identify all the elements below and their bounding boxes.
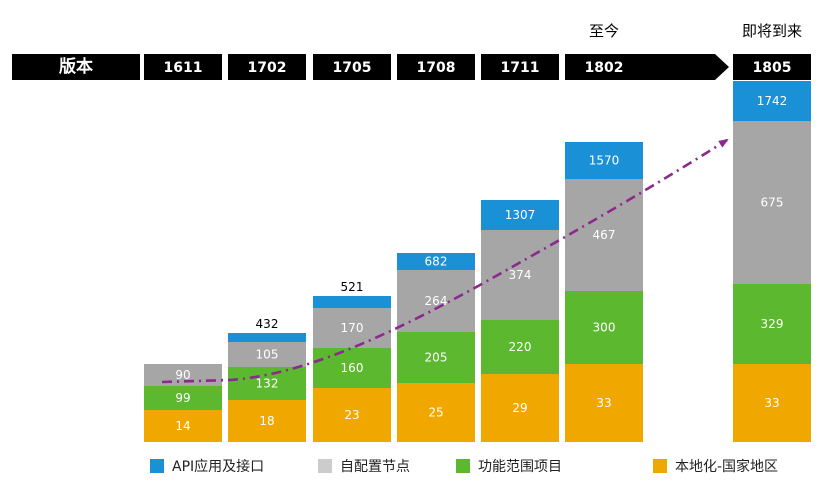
data-label-1805-green: 329 bbox=[761, 317, 784, 331]
bar-1702-green bbox=[228, 367, 306, 400]
version-label-1805: 1805 bbox=[753, 60, 792, 76]
legend-swatch-0 bbox=[150, 459, 164, 473]
data-label-1805-gray: 675 bbox=[761, 196, 784, 210]
legend-label-3: 本地化-国家地区 bbox=[675, 458, 778, 475]
data-label-1711-gray: 374 bbox=[509, 268, 532, 282]
header-arrow bbox=[643, 54, 729, 80]
data-label-1711-blue: 1307 bbox=[505, 208, 536, 222]
data-label-1702-green: 132 bbox=[256, 377, 279, 391]
bar-1702-orange bbox=[228, 400, 306, 442]
trend-line-group bbox=[161, 138, 729, 384]
bars: 14 99 90 18 132 105 432 23 160 170 521 25 205 264 682 2… bbox=[144, 81, 811, 442]
legend-swatch-2 bbox=[456, 459, 470, 473]
version-label-1802: 1802 bbox=[585, 60, 624, 76]
legend-label-2: 功能范围项目 bbox=[478, 458, 562, 475]
bar-1805-blue bbox=[733, 81, 811, 121]
bar-1705-orange bbox=[313, 388, 391, 442]
data-label-1708-blue: 682 bbox=[425, 255, 448, 269]
legend: API应用及接口 自配置节点 功能范围项目 本地化-国家地区 bbox=[150, 458, 778, 475]
legend-label-0: API应用及接口 bbox=[172, 458, 264, 475]
bar-1702-gray bbox=[228, 342, 306, 367]
version-label-1611: 1611 bbox=[164, 60, 203, 76]
version-box-1711 bbox=[481, 54, 559, 80]
bar-1711-gray bbox=[481, 230, 559, 320]
data-label-1708-green: 205 bbox=[425, 351, 448, 365]
version-box-1708 bbox=[397, 54, 475, 80]
bar-1705-gray bbox=[313, 308, 391, 348]
data-label-1711-green: 220 bbox=[509, 340, 532, 354]
bar-1611-orange bbox=[144, 410, 222, 442]
bar-1711-orange bbox=[481, 374, 559, 442]
version-box-1705 bbox=[313, 54, 391, 80]
bar-1702-blue bbox=[228, 333, 306, 342]
bar-1802-blue bbox=[565, 142, 643, 179]
bar-1711-blue bbox=[481, 200, 559, 230]
bar-1802-green bbox=[565, 291, 643, 364]
data-label-1805-blue: 1742 bbox=[757, 94, 788, 108]
data-label-1705-orange: 23 bbox=[344, 408, 359, 422]
header-label-box bbox=[12, 54, 140, 80]
version-header: 版本 1611 1702 1705 1708 1711 1802 1805 至今 即将到来 bbox=[12, 22, 811, 80]
header-label: 版本 bbox=[59, 56, 93, 77]
bar-1708-orange bbox=[397, 383, 475, 442]
data-label-1705-total: 521 bbox=[341, 280, 364, 294]
version-box-1805 bbox=[733, 54, 811, 80]
data-label-1802-gray: 467 bbox=[593, 228, 616, 242]
version-box-1702 bbox=[228, 54, 306, 80]
trend-line bbox=[161, 138, 729, 384]
data-label-1702-gray: 105 bbox=[256, 348, 279, 362]
bar-1708-green bbox=[397, 332, 475, 383]
data-label-1611-gray: 90 bbox=[175, 368, 190, 382]
legend-swatch-3 bbox=[653, 459, 667, 473]
bar-1802-orange bbox=[565, 364, 643, 442]
data-label-1705-green: 160 bbox=[341, 361, 364, 375]
version-label-1705: 1705 bbox=[333, 60, 372, 76]
data-label-1711-orange: 29 bbox=[512, 401, 527, 415]
bar-1711-green bbox=[481, 320, 559, 374]
data-label-1708-gray: 264 bbox=[425, 294, 448, 308]
bar-1805-green bbox=[733, 284, 811, 364]
bar-1802-gray bbox=[565, 179, 643, 291]
bar-1805-gray bbox=[733, 121, 811, 284]
legend-swatch-1 bbox=[318, 459, 332, 473]
above-label-0: 至今 bbox=[589, 22, 619, 40]
data-label-1802-orange: 33 bbox=[596, 396, 611, 410]
data-label-1611-green: 99 bbox=[175, 391, 190, 405]
version-box-1611 bbox=[144, 54, 222, 80]
bar-1611-gray bbox=[144, 364, 222, 386]
data-label-1802-green: 300 bbox=[593, 321, 616, 335]
bar-1805-orange bbox=[733, 364, 811, 442]
bar-1705-blue bbox=[313, 296, 391, 308]
data-label-1702-orange: 18 bbox=[259, 414, 274, 428]
data-label-1611-orange: 14 bbox=[175, 419, 190, 433]
legend-label-1: 自配置节点 bbox=[340, 459, 410, 475]
data-label-1708-orange: 25 bbox=[428, 406, 443, 420]
data-label-1802-blue: 1570 bbox=[589, 154, 620, 168]
above-label-1: 即将到来 bbox=[742, 22, 802, 40]
data-label-1805-orange: 33 bbox=[764, 396, 779, 410]
version-box-1802 bbox=[565, 54, 643, 80]
data-label-1705-gray: 170 bbox=[341, 321, 364, 335]
bar-1708-blue bbox=[397, 253, 475, 270]
bar-1611-green bbox=[144, 386, 222, 410]
bar-1705-green bbox=[313, 348, 391, 388]
version-label-1702: 1702 bbox=[248, 60, 287, 76]
version-label-1708: 1708 bbox=[417, 60, 456, 76]
data-label-1702-total: 432 bbox=[256, 317, 279, 331]
version-label-1711: 1711 bbox=[501, 60, 540, 76]
